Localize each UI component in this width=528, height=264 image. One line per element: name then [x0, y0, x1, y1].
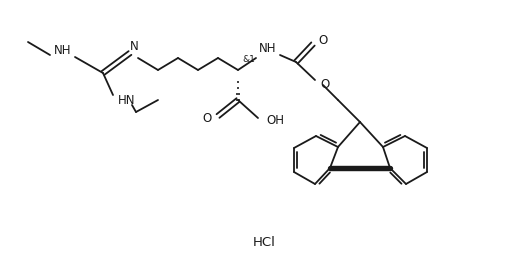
Text: NH: NH	[259, 43, 277, 55]
Text: HN: HN	[118, 93, 136, 106]
Text: OH: OH	[266, 114, 284, 126]
Text: HCl: HCl	[252, 235, 276, 248]
Text: &1: &1	[242, 55, 255, 64]
Text: NH: NH	[54, 44, 72, 56]
Text: O: O	[203, 111, 212, 125]
Text: O: O	[320, 78, 329, 91]
Text: N: N	[130, 40, 138, 53]
Text: O: O	[318, 35, 327, 48]
